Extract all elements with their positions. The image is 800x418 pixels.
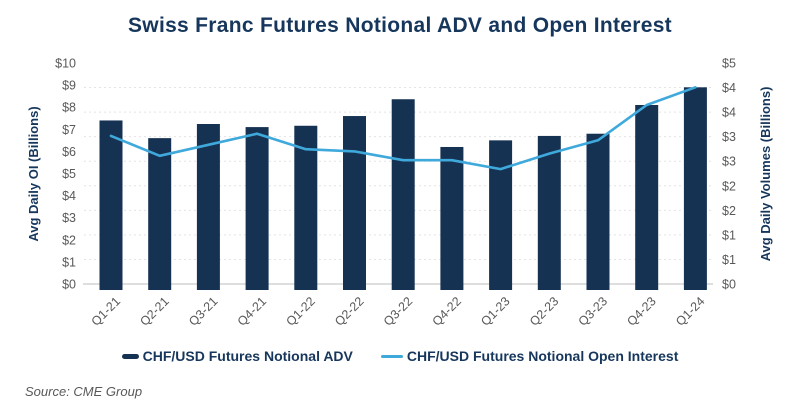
bar-Q4-22 bbox=[440, 146, 464, 290]
right-tick-label: $1 bbox=[722, 228, 736, 242]
left-tick-label: $8 bbox=[62, 101, 76, 115]
bar-Q2-21 bbox=[148, 138, 172, 290]
x-label-Q2-23: Q2-23 bbox=[527, 294, 561, 328]
bar-Q4-21 bbox=[245, 127, 269, 290]
x-label-Q4-23: Q4-23 bbox=[624, 294, 658, 328]
x-label-Q4-21: Q4-21 bbox=[235, 294, 269, 328]
right-axis-tick-labels: $5 $4 $4 $3 $3 $2 $2 $1 $1 $0 bbox=[722, 57, 736, 292]
right-tick-label: $4 bbox=[722, 106, 736, 120]
bar-Q1-23 bbox=[489, 140, 513, 290]
line-series bbox=[109, 86, 697, 171]
right-tick-label: $3 bbox=[722, 130, 736, 144]
bar-Q3-21 bbox=[196, 123, 220, 290]
right-tick-label: $1 bbox=[722, 253, 736, 267]
right-tick-label: $4 bbox=[722, 81, 736, 95]
bar-Q2-23 bbox=[537, 135, 561, 290]
x-label-Q3-22: Q3-22 bbox=[381, 294, 415, 328]
line-series-swatch-icon bbox=[380, 354, 403, 358]
bar-Q1-24 bbox=[683, 87, 707, 290]
x-axis-category-labels: Q1-21 Q2-21 Q3-21 Q4-21 Q1-22 Q2-22 Q3-22 Q4-22… bbox=[89, 294, 708, 328]
bar-Q4-23 bbox=[635, 104, 659, 291]
left-tick-label: $10 bbox=[55, 57, 76, 71]
bar-Q1-22 bbox=[294, 125, 318, 290]
legend-item-open-interest: CHF/USD Futures Notional Open Interest bbox=[380, 348, 679, 364]
bar-Q3-22 bbox=[391, 99, 415, 290]
right-tick-label: $2 bbox=[722, 179, 736, 193]
left-tick-label: $3 bbox=[62, 211, 76, 225]
bar-Q1-21 bbox=[99, 120, 123, 291]
chart-title: Swiss Franc Futures Notional ADV and Ope… bbox=[128, 14, 672, 37]
left-tick-label: $6 bbox=[62, 145, 76, 159]
x-label-Q1-21: Q1-21 bbox=[89, 294, 123, 328]
x-label-Q3-23: Q3-23 bbox=[576, 294, 610, 328]
left-tick-label: $2 bbox=[62, 233, 76, 247]
left-tick-label: $4 bbox=[62, 189, 76, 203]
chart-canvas: $10$9$8$7$6$5$4$3$2$1$0 $5$4$4$3$3$2$2$1… bbox=[26, 57, 773, 329]
left-tick-label: $0 bbox=[62, 278, 76, 292]
source-note: Source: CME Group bbox=[25, 384, 143, 399]
open-interest-line bbox=[109, 86, 697, 171]
left-tick-label: $7 bbox=[62, 123, 76, 137]
left-tick-label: $5 bbox=[62, 167, 76, 181]
x-label-Q2-21: Q2-21 bbox=[137, 294, 171, 328]
left-axis-tick-labels: $10 $9 $8 $7 $6 $5 $4 $3 $2 $1 $0 bbox=[55, 57, 76, 292]
legend-label-open-interest: CHF/USD Futures Notional Open Interest bbox=[406, 348, 679, 364]
right-tick-label: $3 bbox=[722, 155, 736, 169]
legend-item-adv: CHF/USD Futures Notional ADV bbox=[121, 348, 353, 364]
right-tick-label: $0 bbox=[722, 278, 736, 292]
bar-Q2-22 bbox=[343, 116, 366, 290]
right-axis-title: Avg Daily Volumes (Billions) bbox=[758, 87, 773, 262]
legend: CHF/USD Futures Notional ADV CHF/USD Fut… bbox=[0, 348, 800, 364]
x-label-Q1-23: Q1-23 bbox=[478, 294, 512, 328]
x-label-Q2-22: Q2-22 bbox=[332, 294, 366, 328]
bar-series-swatch-icon bbox=[121, 353, 139, 359]
bar-Q3-23 bbox=[586, 133, 610, 290]
x-label-Q4-22: Q4-22 bbox=[430, 294, 464, 328]
left-tick-label: $9 bbox=[62, 79, 76, 93]
right-tick-label: $5 bbox=[722, 57, 736, 71]
right-tick-label: $2 bbox=[722, 204, 736, 218]
x-label-Q3-21: Q3-21 bbox=[186, 294, 220, 328]
legend-label-adv: CHF/USD Futures Notional ADV bbox=[142, 348, 353, 364]
x-label-Q1-22: Q1-22 bbox=[283, 294, 317, 328]
x-label-Q1-24: Q1-24 bbox=[673, 294, 707, 328]
bar-series bbox=[99, 87, 707, 291]
left-axis-title: Avg Daily OI (Billions) bbox=[26, 106, 41, 241]
left-tick-label: $1 bbox=[62, 255, 76, 269]
